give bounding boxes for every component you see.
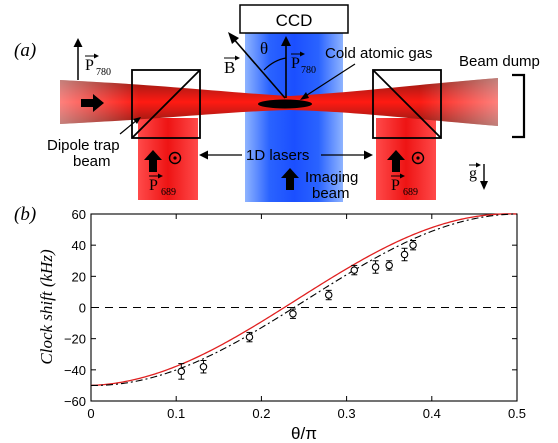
cold-atomic-gas-label: Cold atomic gas — [325, 45, 433, 62]
y-tick-label: 40 — [72, 238, 86, 253]
P689-right-label: P — [391, 177, 400, 194]
theta-angle-arc — [263, 57, 287, 71]
theory-curve-dashdot — [90, 213, 518, 386]
laser-689-left-direction-arrow — [144, 150, 162, 172]
laser-689-right — [376, 118, 436, 200]
data-point — [385, 261, 393, 270]
imaging-beam-direction-arrow — [281, 168, 299, 190]
theory-curve-red — [90, 213, 518, 387]
P780-center-subscript: 780 — [301, 65, 316, 76]
gravity-arrow — [480, 164, 488, 190]
dipole-beam-direction-arrow — [81, 94, 104, 112]
x-axis-label: θ/π — [291, 424, 317, 443]
y-tick-label: −20 — [64, 332, 86, 347]
ccd-label: CCD — [276, 11, 313, 30]
P689-left-subscript: 689 — [161, 187, 176, 198]
x-tick-label: 0.3 — [338, 406, 356, 421]
data-point — [245, 333, 254, 341]
x-tick-label: 0.2 — [252, 406, 270, 421]
polarization-out-of-page-icon — [411, 151, 425, 165]
x-tick-label: 0.4 — [423, 406, 441, 421]
panel-a-setup-diagram: (a) CCD B — [14, 4, 540, 202]
y-tick-label: 20 — [72, 269, 86, 284]
panel-b-label: (b) — [14, 204, 36, 225]
cold-atomic-gas-cloud — [258, 99, 312, 109]
data-point — [289, 309, 297, 318]
beam-dump-label: Beam dump — [459, 53, 540, 70]
dipole-trap-label-line1: Dipole trap — [47, 137, 120, 154]
data-point — [177, 367, 186, 376]
magnetic-field-arrow — [228, 32, 286, 99]
x-tick-label: 0.5 — [508, 406, 526, 421]
P780-left-label: P — [85, 57, 94, 74]
dipole-trap-label-line2: beam — [73, 153, 111, 170]
data-point — [199, 362, 208, 371]
data-point — [409, 241, 417, 249]
data-point — [400, 250, 409, 259]
y-axis-label: Clock shift (kHz) — [37, 249, 56, 365]
data-point — [324, 291, 333, 299]
ccd-camera-box — [239, 4, 349, 34]
data-point — [350, 266, 359, 274]
polarization-780-arrow-center — [281, 36, 291, 98]
panel-b-clock-shift-chart: (b) 0 0.1 0.2 0.3 0.4 0.5 60 40 20 0 −20 −40 −60 θ/π… — [14, 204, 526, 443]
plot-area: 0 0.1 0.2 0.3 0.4 0.5 60 40 20 0 −20 −40 −60 — [64, 207, 526, 421]
B-vector-label: B — [224, 58, 235, 77]
1d-lasers-label: 1D lasers — [246, 147, 309, 164]
P689-left-label: P — [149, 177, 158, 194]
theta-label: θ — [260, 39, 268, 58]
y-tick-label: 60 — [72, 207, 86, 222]
y-tick-label: −40 — [64, 363, 86, 378]
P780-left-subscript: 780 — [96, 67, 111, 78]
imaging-beam-label-line2: beam — [312, 185, 350, 202]
panel-a-label: (a) — [14, 40, 36, 61]
beam-splitter-left — [131, 69, 201, 139]
x-tick-label: 0 — [87, 406, 94, 421]
y-tick-label: −60 — [64, 394, 86, 409]
x-tick-label: 0.1 — [167, 406, 185, 421]
beam-dump-bracket — [512, 73, 526, 139]
data-point — [371, 263, 380, 271]
y-tick-label: 0 — [79, 301, 86, 316]
polarization-out-of-page-icon — [168, 151, 182, 165]
gravity-label: g — [469, 165, 477, 182]
imaging-beam-label-line1: Imaging — [305, 169, 358, 186]
P689-right-subscript: 689 — [403, 187, 418, 198]
P780-center-label: P — [291, 55, 300, 72]
beam-splitter-right — [372, 69, 442, 139]
laser-689-right-direction-arrow — [387, 150, 405, 172]
polarization-780-arrow-left — [73, 38, 83, 80]
